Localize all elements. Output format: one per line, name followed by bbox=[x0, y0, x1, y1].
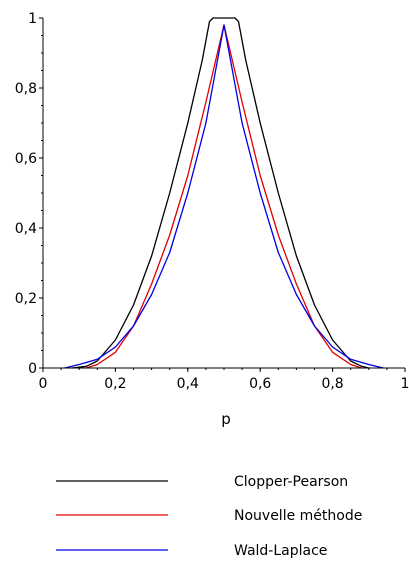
x-tick-label: 0,2 bbox=[104, 376, 126, 392]
series-line-2 bbox=[64, 24, 384, 369]
y-tick-label: 0,2 bbox=[15, 291, 37, 307]
x-tick-label: 0,4 bbox=[177, 376, 199, 392]
x-axis-label: p bbox=[221, 410, 231, 428]
y-ticks: 0 0,2 0,4 0,6 0,8 1 bbox=[15, 11, 43, 377]
y-tick-label: 0 bbox=[28, 361, 37, 377]
series-layer bbox=[64, 17, 384, 369]
x-ticks: 0 0,2 0,4 0,6 0,8 1 bbox=[39, 368, 409, 392]
x-tick-label: 1 bbox=[401, 376, 409, 392]
axes-layer bbox=[42, 18, 405, 369]
series-line-0 bbox=[71, 17, 370, 369]
x-tick-label: 0,8 bbox=[321, 376, 343, 392]
x-tick-label: 0,6 bbox=[249, 376, 271, 392]
legend-label: Wald-Laplace bbox=[234, 543, 327, 559]
y-tick-label: 0,4 bbox=[15, 221, 37, 237]
y-tick-label: 0,8 bbox=[15, 81, 37, 97]
x-tick-label: 0 bbox=[39, 376, 48, 392]
y-tick-label: 1 bbox=[28, 11, 37, 27]
legend-label: Clopper-Pearson bbox=[234, 474, 348, 490]
y-tick-label: 0,6 bbox=[15, 151, 37, 167]
legend-label: Nouvelle méthode bbox=[234, 508, 362, 524]
legend: Clopper-Pearson Nouvelle méthode Wald-Lapl… bbox=[56, 474, 362, 559]
